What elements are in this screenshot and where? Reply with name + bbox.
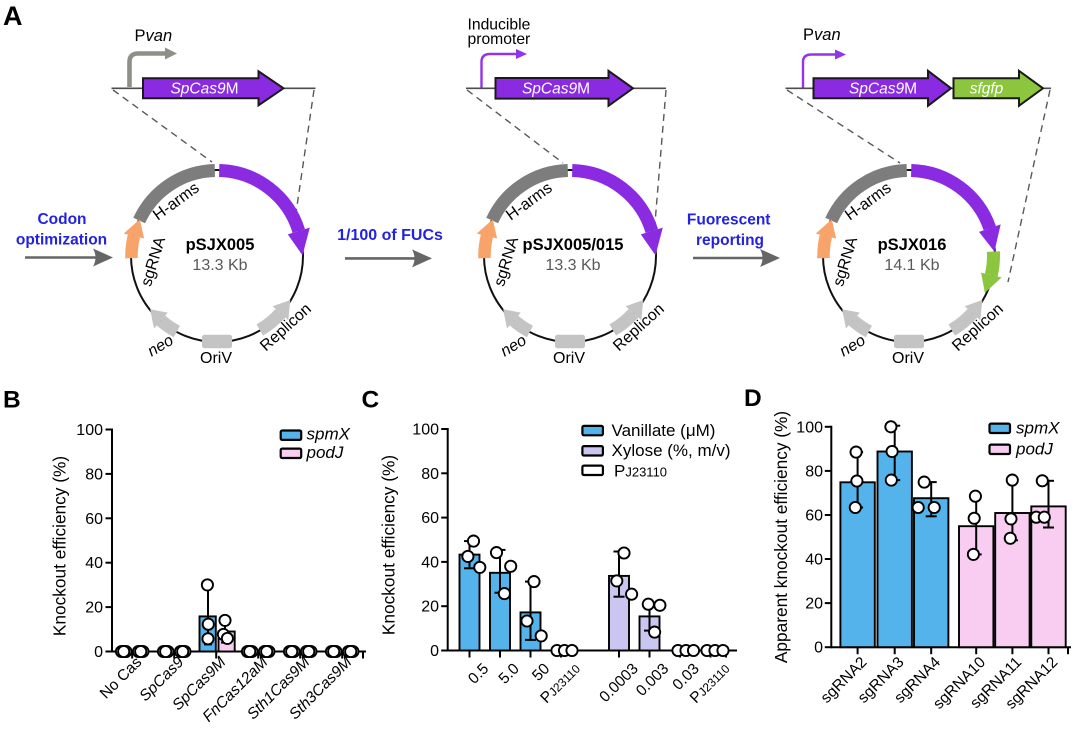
svg-text:40: 40 [805,552,823,569]
svg-text:SpCas9M: SpCas9M [170,80,238,97]
svg-text:Codon: Codon [37,211,86,228]
svg-text:D: D [744,385,762,412]
svg-text:pSJX005: pSJX005 [186,236,255,254]
svg-text:100: 100 [796,419,823,436]
svg-text:Apparent knockout efficiency (: Apparent knockout efficiency (%) [771,411,791,663]
svg-text:80: 80 [421,466,439,483]
svg-text:60: 60 [85,511,103,528]
svg-text:40: 40 [421,554,439,571]
svg-text:podJ: podJ [306,443,344,462]
svg-text:Pvan: Pvan [135,27,173,45]
svg-text:Inducible: Inducible [468,16,531,33]
svg-text:promoter: promoter [468,31,531,48]
svg-text:20: 20 [805,596,823,613]
svg-text:spmX: spmX [1016,419,1060,438]
svg-text:0: 0 [814,640,823,657]
svg-text:14.1 Kb: 14.1 Kb [884,257,939,274]
svg-text:Pvan: Pvan [803,26,841,44]
svg-text:C: C [362,387,380,414]
svg-text:13.3 Kb: 13.3 Kb [192,257,247,274]
svg-text:60: 60 [421,510,439,527]
svg-text:Knockout efficiency (%): Knockout efficiency (%) [50,456,70,636]
svg-text:OriV: OriV [892,350,924,367]
svg-text:80: 80 [85,466,103,483]
svg-text:pSJX005/015: pSJX005/015 [523,236,624,254]
svg-text:100: 100 [76,422,103,439]
svg-text:Knockout efficiency (%): Knockout efficiency (%) [379,455,399,635]
svg-text:OriV: OriV [553,350,585,367]
svg-text:Vanillate (μM): Vanillate (μM) [612,421,716,440]
svg-text:60: 60 [805,508,823,525]
svg-text:0: 0 [430,643,439,660]
svg-text:reporting: reporting [696,232,764,249]
svg-text:B: B [3,387,21,414]
svg-text:SpCas9M: SpCas9M [522,80,590,97]
svg-text:40: 40 [85,555,103,572]
svg-text:20: 20 [85,600,103,617]
svg-text:100: 100 [412,422,439,439]
svg-text:A: A [3,1,23,31]
svg-text:80: 80 [805,463,823,480]
svg-text:OriV: OriV [200,350,232,367]
svg-text:Xylose (%, m/v): Xylose (%, m/v) [612,441,731,460]
svg-text:optimization: optimization [16,232,107,249]
svg-text:podJ: podJ [1015,440,1053,459]
svg-text:spmX: spmX [307,425,351,444]
svg-text:0: 0 [94,644,103,661]
svg-text:PJ23110: PJ23110 [614,461,667,480]
svg-text:SpCas9M: SpCas9M [849,80,917,97]
svg-text:13.3 Kb: 13.3 Kb [545,257,600,274]
svg-text:20: 20 [421,599,439,616]
svg-text:Fuorescent: Fuorescent [687,212,771,229]
svg-text:1/100 of FUCs: 1/100 of FUCs [337,227,443,244]
svg-text:sfgfp: sfgfp [970,80,1004,97]
svg-text:pSJX016: pSJX016 [878,236,947,254]
